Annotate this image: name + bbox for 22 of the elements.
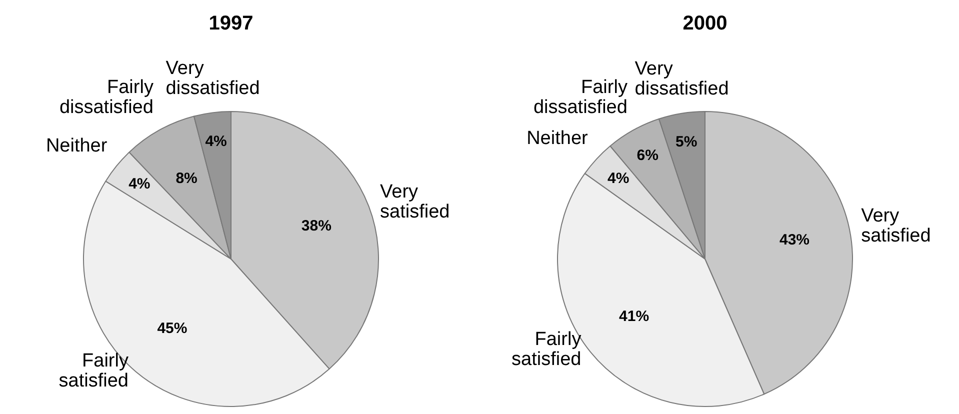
data-label: 4% [607,170,630,188]
data-label: 4% [205,133,227,150]
chart-title: 2000 [682,12,728,35]
data-label: 38% [301,218,332,235]
slice-label: Very satisfied [380,181,450,222]
data-label: 45% [157,320,188,338]
slice-label: Very dissatisfied [634,58,729,100]
slice-label: Fairly satisfied [512,328,582,370]
data-label: 41% [619,308,650,325]
data-label: 8% [176,170,198,188]
slice-label: Fairly satisfied [58,350,129,392]
data-label: 43% [779,231,810,248]
slice-label: Very satisfied [861,206,931,247]
slice-label: Fairly dissatisfied [59,76,154,118]
data-label: 4% [128,176,150,193]
data-label: 5% [676,134,698,151]
chart-title: 1997 [208,12,254,35]
slice-label: Very dissatisfied [166,58,260,100]
slice-label: Neither [526,128,589,150]
slice-label: Fairly dissatisfied [533,76,628,118]
data-label: 6% [636,147,658,164]
slice-label: Neither [46,136,108,157]
